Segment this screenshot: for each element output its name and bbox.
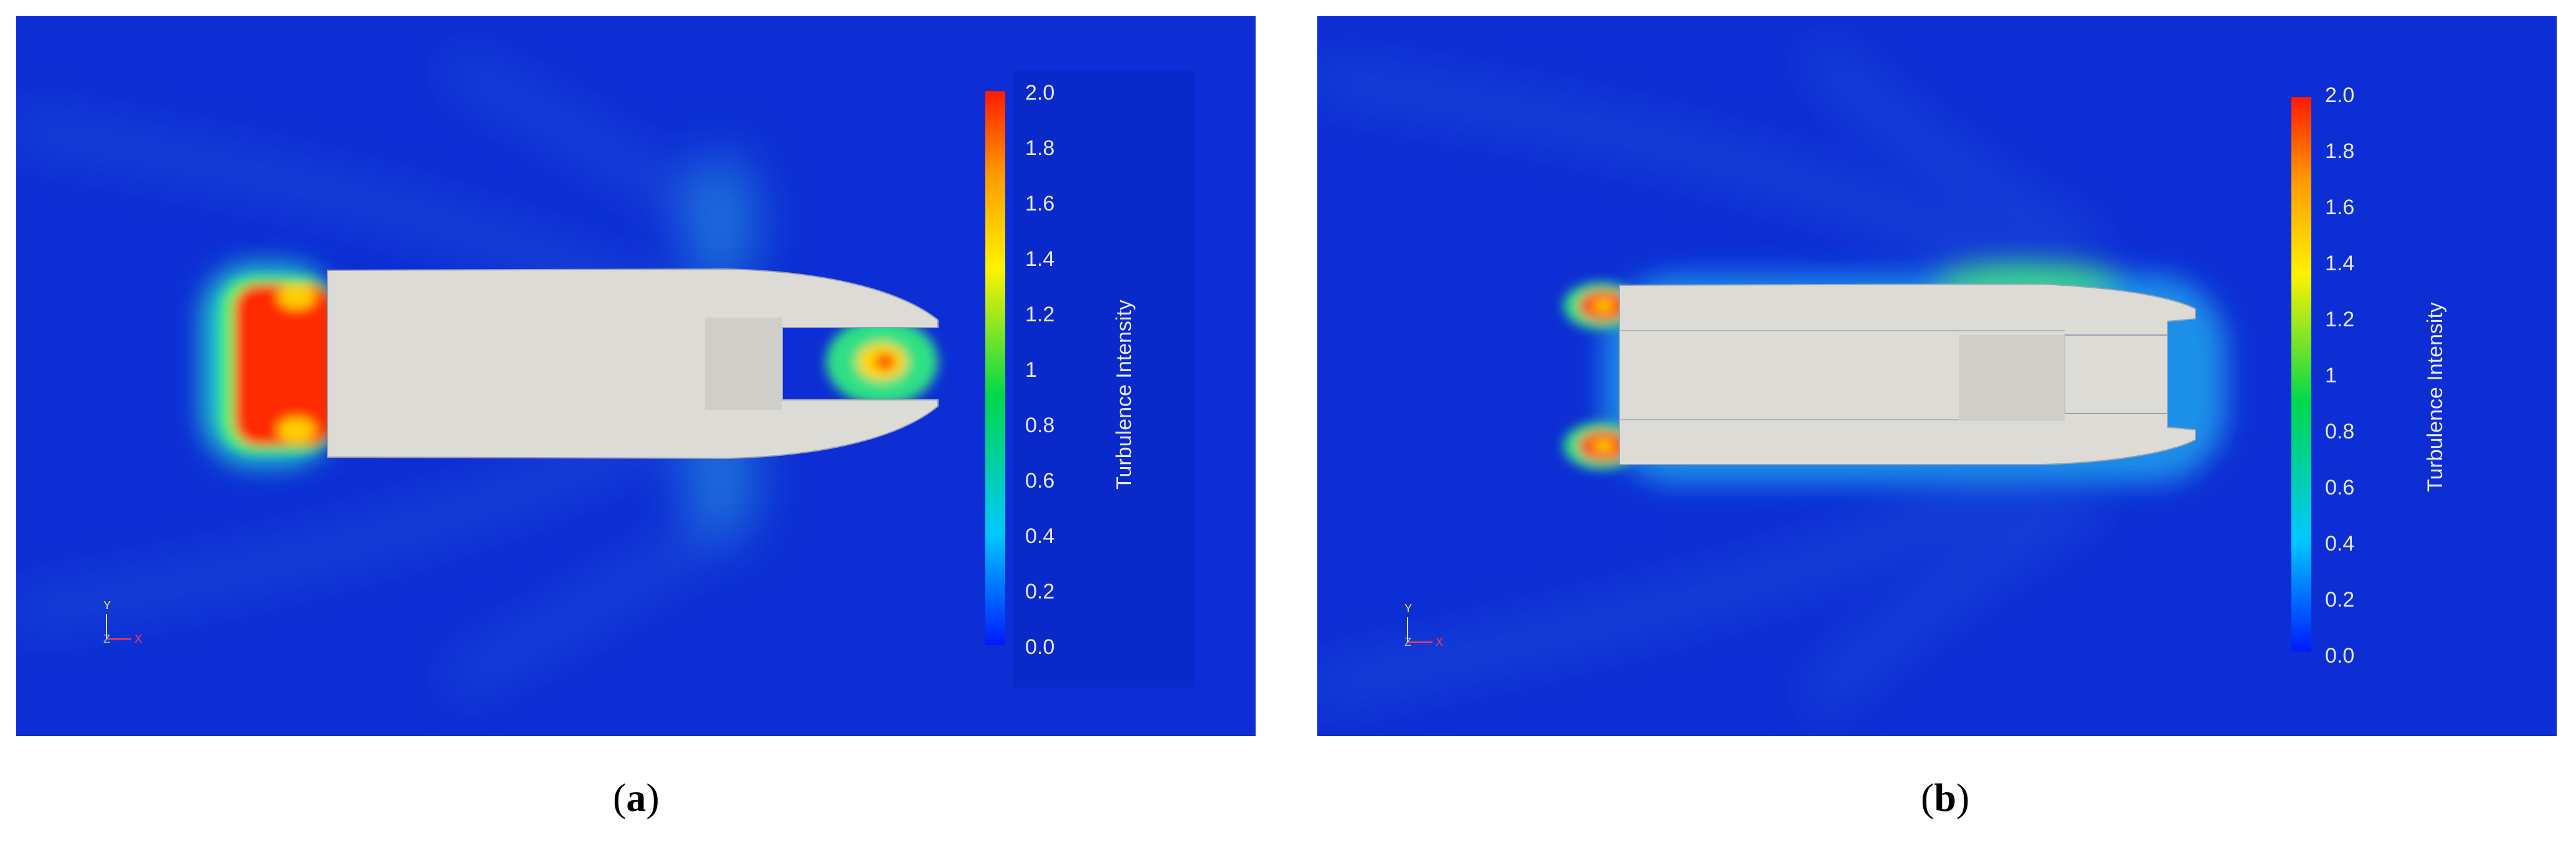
colorbar-title: Turbulence Intensity xyxy=(1112,300,1136,490)
axis-x-label: X xyxy=(1436,636,1444,648)
colorbar-tick: 2.0 xyxy=(2325,83,2355,107)
caption-b-letter: b xyxy=(1934,775,1956,820)
colorbar-tick: 0.0 xyxy=(1025,635,1055,659)
colorbar-gradient xyxy=(2291,97,2311,651)
simulation-panel-b: 2.0 1.8 1.6 1.4 1.2 1 0.8 0.6 0.4 0.2 0.… xyxy=(1317,16,2557,736)
colorbar-tick: 0.8 xyxy=(2325,420,2355,443)
axis-y-label: Y xyxy=(1404,602,1413,615)
colorbar-tick: 0.6 xyxy=(1025,469,1055,493)
axis-triad xyxy=(106,614,131,640)
colorbar-tick: 1.2 xyxy=(1025,303,1055,326)
colorbar-tick: 1.4 xyxy=(2325,252,2355,275)
catamaran-hull xyxy=(1619,283,2196,465)
catamaran-hull xyxy=(327,268,939,460)
colorbar-tick: 1 xyxy=(1025,358,1037,382)
turbulence-field-b xyxy=(1317,16,2557,736)
axis-triad xyxy=(1407,617,1432,643)
hull-inner-panel xyxy=(1959,335,2065,420)
wake-streaks xyxy=(1317,47,2101,708)
colorbar-tick: 0.8 xyxy=(1025,414,1055,437)
axis-y-label: Y xyxy=(103,599,111,612)
colorbar-tick: 1 xyxy=(2325,364,2337,387)
colorbar-tick: 1.8 xyxy=(2325,140,2355,163)
axis-z-label: Z xyxy=(103,633,110,645)
bow-turbulence xyxy=(826,318,938,405)
colorbar-tick: 0.0 xyxy=(2325,644,2355,668)
colorbar-tick: 1.6 xyxy=(2325,196,2355,219)
simulation-panel-a: 2.0 1.8 1.6 1.4 1.2 1 0.8 0.6 0.4 0.2 0.… xyxy=(16,16,1256,736)
colorbar-gradient xyxy=(985,91,1005,645)
caption-b: (b) xyxy=(1921,775,1970,820)
colorbar-panel xyxy=(1013,71,1195,688)
colorbar-tick: 0.4 xyxy=(1025,524,1055,548)
colorbar-tick: 0.2 xyxy=(2325,588,2355,612)
colorbar-tick: 0.4 xyxy=(2325,532,2355,556)
axis-z-label: Z xyxy=(1404,636,1411,648)
turbulence-field-a xyxy=(16,16,1256,736)
colorbar-tick: 0.2 xyxy=(1025,580,1055,603)
colorbar-tick: 1.4 xyxy=(1025,247,1055,271)
caption-a-letter: a xyxy=(626,775,646,820)
caption-a: (a) xyxy=(613,775,660,820)
colorbar-tick: 1.6 xyxy=(1025,192,1055,215)
colorbar-tick: 1.2 xyxy=(2325,308,2355,331)
hull-inner-panel xyxy=(705,318,782,410)
axis-x-label: X xyxy=(135,633,143,645)
colorbar-tick: 2.0 xyxy=(1025,81,1055,105)
stern-turbulence xyxy=(222,278,334,452)
colorbar-tick: 1.8 xyxy=(1025,136,1055,160)
colorbar-title: Turbulence Intensity xyxy=(2423,302,2447,492)
colorbar-tick: 0.6 xyxy=(2325,476,2355,499)
